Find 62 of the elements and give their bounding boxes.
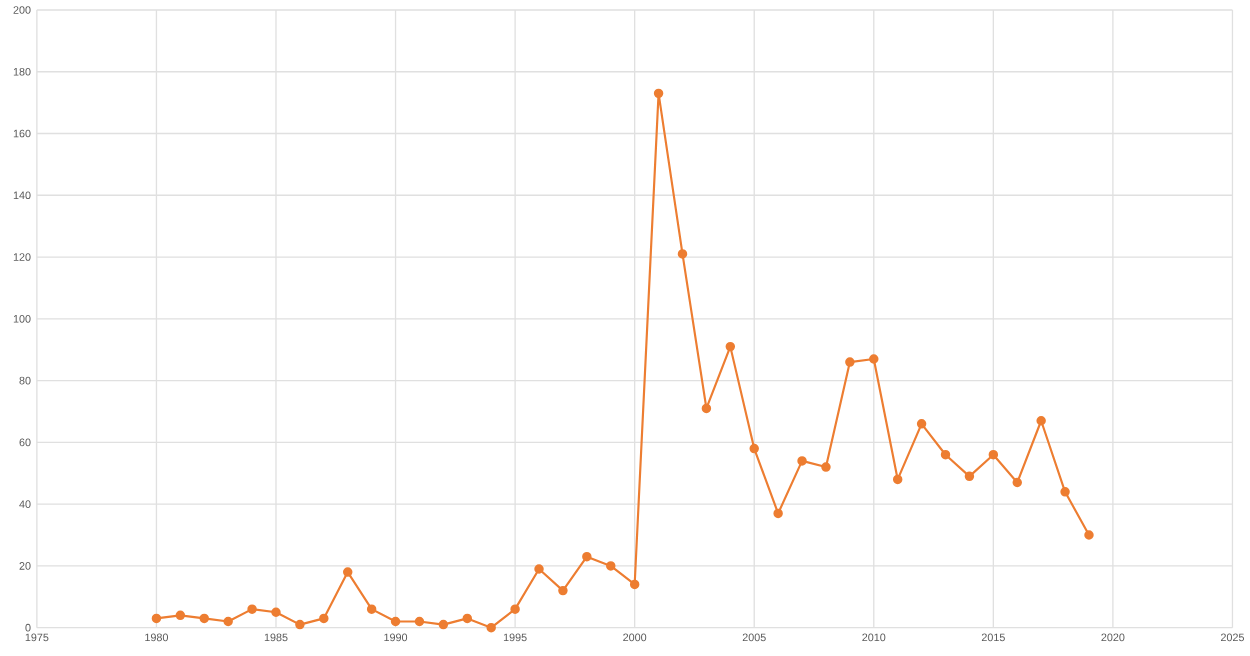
point (869, 354, 879, 364)
x-tick-label: 1985 (264, 633, 288, 642)
y-tick-label: 200 (13, 6, 31, 14)
point (749, 444, 759, 454)
point (988, 450, 999, 460)
point (319, 613, 329, 624)
point (797, 456, 807, 466)
point (701, 403, 712, 414)
point (295, 620, 305, 630)
y-tick-label: 100 (13, 315, 31, 323)
point (773, 508, 783, 519)
point (845, 357, 855, 367)
y-tick-label: 60 (19, 438, 31, 447)
point (1060, 487, 1070, 497)
point (247, 604, 257, 615)
point (940, 450, 951, 460)
x-tick-label: 1980 (145, 633, 169, 642)
point (606, 561, 616, 571)
x-tick-label: 1975 (25, 633, 49, 642)
x-tick-label: 2020 (1101, 633, 1125, 642)
point (438, 620, 449, 630)
point (653, 88, 664, 99)
y-tick-label: 80 (19, 376, 31, 385)
point (366, 604, 377, 615)
y-tick-label: 40 (19, 500, 31, 509)
point (486, 623, 496, 633)
point (582, 552, 592, 562)
point (916, 419, 927, 429)
point (462, 613, 473, 624)
point (558, 586, 568, 596)
x-tick-label: 2025 (1220, 633, 1244, 642)
point (414, 616, 425, 627)
point (964, 471, 975, 482)
point (629, 579, 640, 590)
point (390, 616, 401, 627)
y-tick-label: 0 (25, 624, 31, 632)
x-tick-label: 2015 (981, 633, 1005, 642)
point (677, 249, 688, 259)
x-tick-label: 2000 (623, 633, 647, 642)
point (821, 462, 831, 473)
point (892, 474, 903, 485)
point (271, 607, 281, 618)
y-tick-label: 20 (19, 562, 31, 570)
y-tick-label: 140 (13, 191, 31, 200)
point (1084, 530, 1094, 540)
x-tick-label: 2005 (742, 633, 766, 642)
point (510, 604, 520, 615)
point (342, 567, 353, 578)
y-tick-label: 180 (13, 68, 31, 76)
point (223, 616, 233, 627)
point (1012, 477, 1022, 488)
point (534, 564, 544, 574)
x-tick-label: 1995 (503, 633, 527, 642)
point (199, 613, 209, 624)
x-tick-label: 1990 (384, 633, 408, 642)
point (1036, 416, 1046, 426)
y-tick-label: 120 (13, 253, 31, 262)
point (151, 613, 162, 624)
point (175, 610, 186, 621)
y-tick-label: 160 (13, 129, 31, 138)
point (725, 342, 736, 352)
x-tick-label: 2010 (862, 633, 886, 642)
